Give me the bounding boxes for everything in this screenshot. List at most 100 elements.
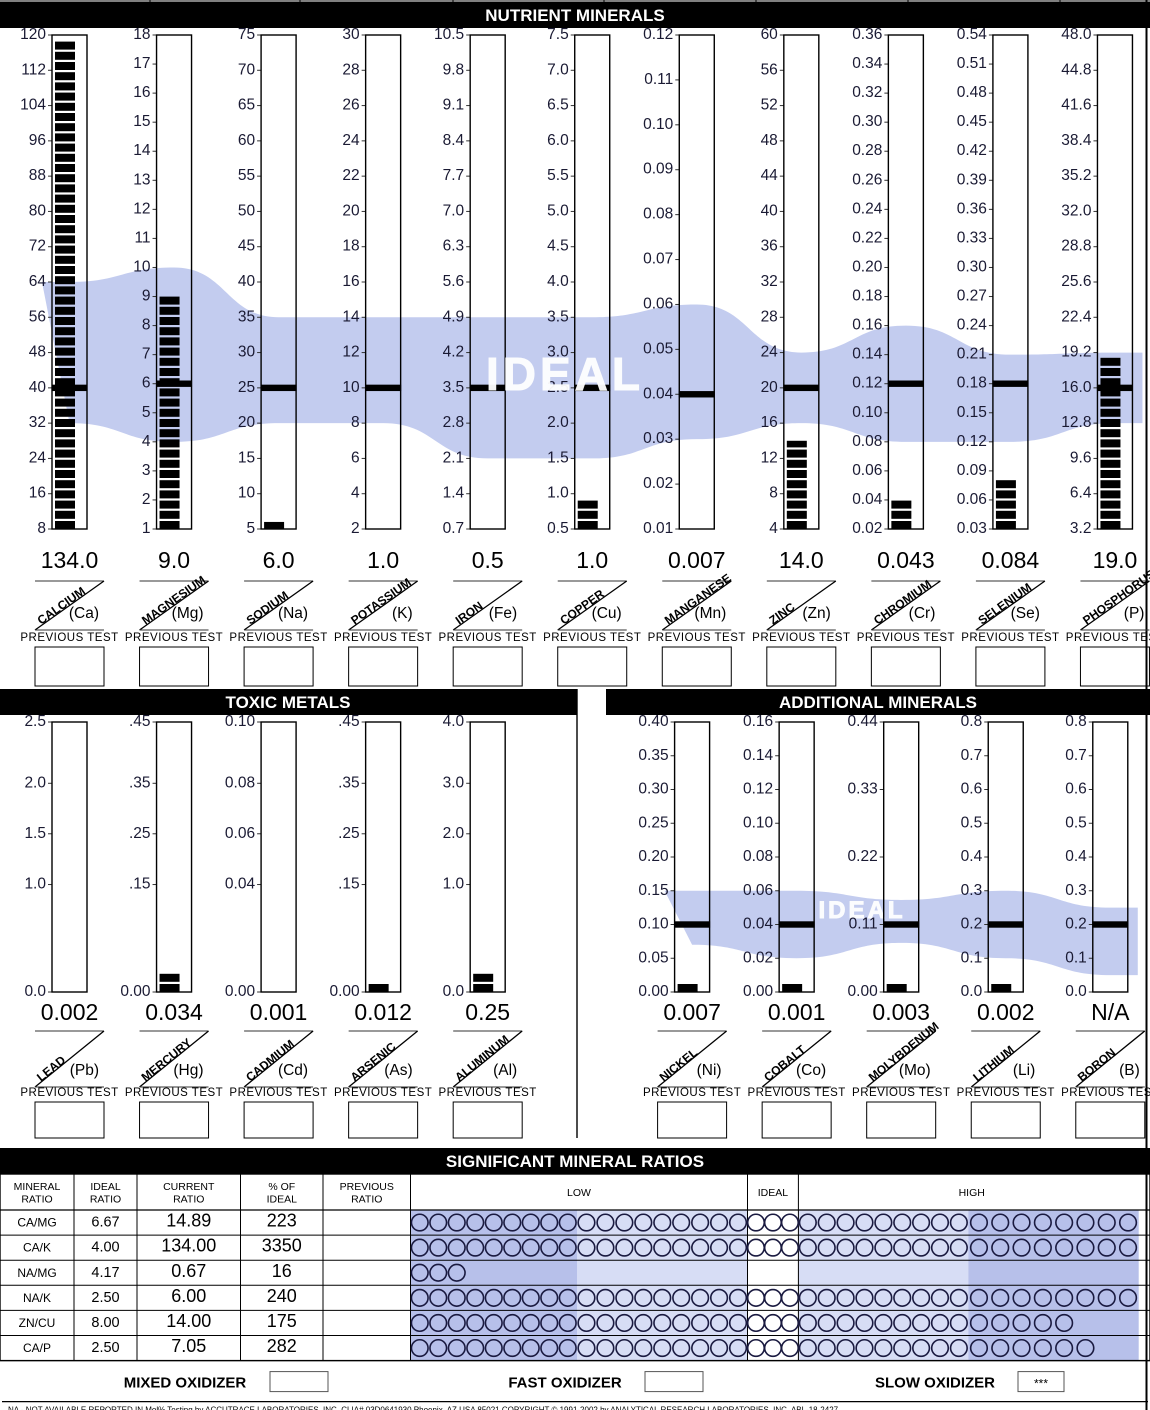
svg-text:240: 240 [267, 1286, 297, 1306]
svg-text:(Ca): (Ca) [69, 605, 99, 622]
svg-text:0.001: 0.001 [250, 999, 308, 1025]
svg-text:PREVIOUS TEST: PREVIOUS TEST [229, 632, 327, 644]
svg-text:25: 25 [238, 379, 255, 396]
svg-text:0.00: 0.00 [638, 983, 669, 1000]
svg-text:3.5: 3.5 [547, 308, 569, 325]
svg-text:(K): (K) [392, 605, 413, 622]
svg-text:14: 14 [342, 308, 360, 325]
svg-text:56: 56 [761, 61, 778, 78]
svg-text:0.21: 0.21 [957, 346, 987, 363]
svg-text:1.0: 1.0 [24, 876, 46, 893]
svg-text:IDEAL: IDEAL [486, 348, 644, 400]
svg-text:38.4: 38.4 [1061, 132, 1092, 149]
svg-text:1.0: 1.0 [367, 547, 399, 573]
svg-text:0.35: 0.35 [638, 747, 668, 764]
svg-text:(Zn): (Zn) [802, 605, 830, 622]
svg-text:(Al): (Al) [493, 1062, 517, 1079]
svg-text:41.6: 41.6 [1061, 97, 1091, 114]
svg-text:IDEAL: IDEAL [90, 1181, 121, 1193]
svg-text:NA/K: NA/K [23, 1291, 51, 1305]
svg-text:IRON: IRON [453, 599, 486, 628]
svg-text:1.0: 1.0 [443, 876, 465, 893]
svg-text:FAST OXIDIZER: FAST OXIDIZER [508, 1375, 622, 1392]
svg-text:3.5: 3.5 [443, 379, 465, 396]
svg-text:0.02: 0.02 [852, 520, 882, 537]
svg-text:24: 24 [761, 344, 779, 361]
svg-text:0.02: 0.02 [743, 949, 773, 966]
svg-text:9: 9 [142, 288, 151, 305]
svg-text:PREVIOUS TEST: PREVIOUS TEST [752, 632, 850, 644]
svg-text:0.25: 0.25 [638, 814, 668, 831]
svg-text:0.32: 0.32 [852, 84, 882, 101]
svg-text:40: 40 [761, 202, 779, 219]
svg-text:36: 36 [761, 238, 778, 255]
svg-text:2.1: 2.1 [443, 449, 465, 466]
svg-text:16: 16 [133, 84, 150, 101]
svg-text:14.89: 14.89 [166, 1211, 211, 1231]
svg-text:55: 55 [238, 167, 255, 184]
svg-text:28.8: 28.8 [1061, 238, 1091, 255]
svg-text:60: 60 [761, 26, 779, 43]
svg-text:0.06: 0.06 [852, 462, 882, 479]
svg-text:2.0: 2.0 [24, 774, 46, 791]
svg-text:0.002: 0.002 [977, 999, 1035, 1025]
svg-text:10.5: 10.5 [434, 26, 464, 43]
svg-text:0.36: 0.36 [957, 200, 987, 217]
svg-text:.45: .45 [129, 713, 151, 730]
svg-text:PREVIOUS TEST: PREVIOUS TEST [334, 1087, 432, 1099]
svg-text:0.6: 0.6 [1065, 781, 1087, 798]
svg-text:5: 5 [142, 404, 151, 421]
svg-text:(Cr): (Cr) [909, 605, 936, 622]
svg-text:0.01: 0.01 [643, 520, 673, 537]
svg-text:PREVIOUS TEST: PREVIOUS TEST [957, 1087, 1055, 1099]
svg-text:0.33: 0.33 [848, 781, 878, 798]
svg-text:9.0: 9.0 [158, 547, 190, 573]
svg-text:(Cd): (Cd) [278, 1062, 308, 1079]
svg-text:70: 70 [238, 61, 256, 78]
svg-text:0.08: 0.08 [743, 848, 773, 865]
svg-text:65: 65 [238, 97, 255, 114]
svg-text:17: 17 [133, 55, 150, 72]
svg-text:134.0: 134.0 [41, 547, 99, 573]
svg-text:9.6: 9.6 [1070, 449, 1092, 466]
svg-text:20: 20 [238, 414, 256, 431]
svg-text:1.5: 1.5 [24, 825, 46, 842]
svg-text:0.02: 0.02 [643, 475, 673, 492]
svg-text:RATIO: RATIO [351, 1194, 382, 1206]
svg-text:0.14: 0.14 [852, 346, 883, 363]
svg-text:0.10: 0.10 [638, 916, 669, 933]
svg-text:0.15: 0.15 [638, 882, 668, 899]
svg-text:TOXIC METALS: TOXIC METALS [226, 693, 351, 712]
svg-text:112: 112 [21, 61, 46, 78]
svg-text:0.40: 0.40 [638, 713, 669, 730]
svg-text:PREVIOUS TEST: PREVIOUS TEST [20, 1087, 118, 1099]
svg-text:8.00: 8.00 [91, 1315, 119, 1331]
svg-text:0.12: 0.12 [957, 433, 987, 450]
svg-text:14.00: 14.00 [166, 1311, 211, 1331]
svg-text:0.1: 0.1 [961, 949, 983, 966]
svg-text:0.22: 0.22 [852, 229, 882, 246]
svg-text:PREVIOUS TEST: PREVIOUS TEST [229, 1087, 327, 1099]
svg-text:0.07: 0.07 [643, 251, 673, 268]
svg-text:0.11: 0.11 [849, 916, 878, 933]
svg-text:24: 24 [342, 132, 360, 149]
svg-text:0.043: 0.043 [877, 547, 935, 573]
svg-text:0.22: 0.22 [848, 848, 878, 865]
svg-text:0.002: 0.002 [41, 999, 99, 1025]
svg-text:0.04: 0.04 [852, 491, 883, 508]
svg-text:75: 75 [238, 26, 255, 43]
svg-text:28: 28 [342, 61, 359, 78]
svg-text:13: 13 [133, 171, 150, 188]
svg-text:0.04: 0.04 [743, 916, 774, 933]
svg-text:16: 16 [272, 1261, 292, 1281]
svg-text:(Co): (Co) [796, 1062, 826, 1079]
svg-text:(P): (P) [1124, 605, 1145, 622]
svg-text:0.10: 0.10 [225, 713, 256, 730]
svg-text:.35: .35 [129, 774, 151, 791]
svg-text:5.0: 5.0 [547, 202, 569, 219]
svg-text:6: 6 [142, 375, 151, 392]
svg-text:2: 2 [142, 491, 151, 508]
svg-text:32: 32 [761, 273, 778, 290]
svg-text:.45: .45 [338, 713, 360, 730]
svg-text:RATIO: RATIO [173, 1194, 204, 1206]
